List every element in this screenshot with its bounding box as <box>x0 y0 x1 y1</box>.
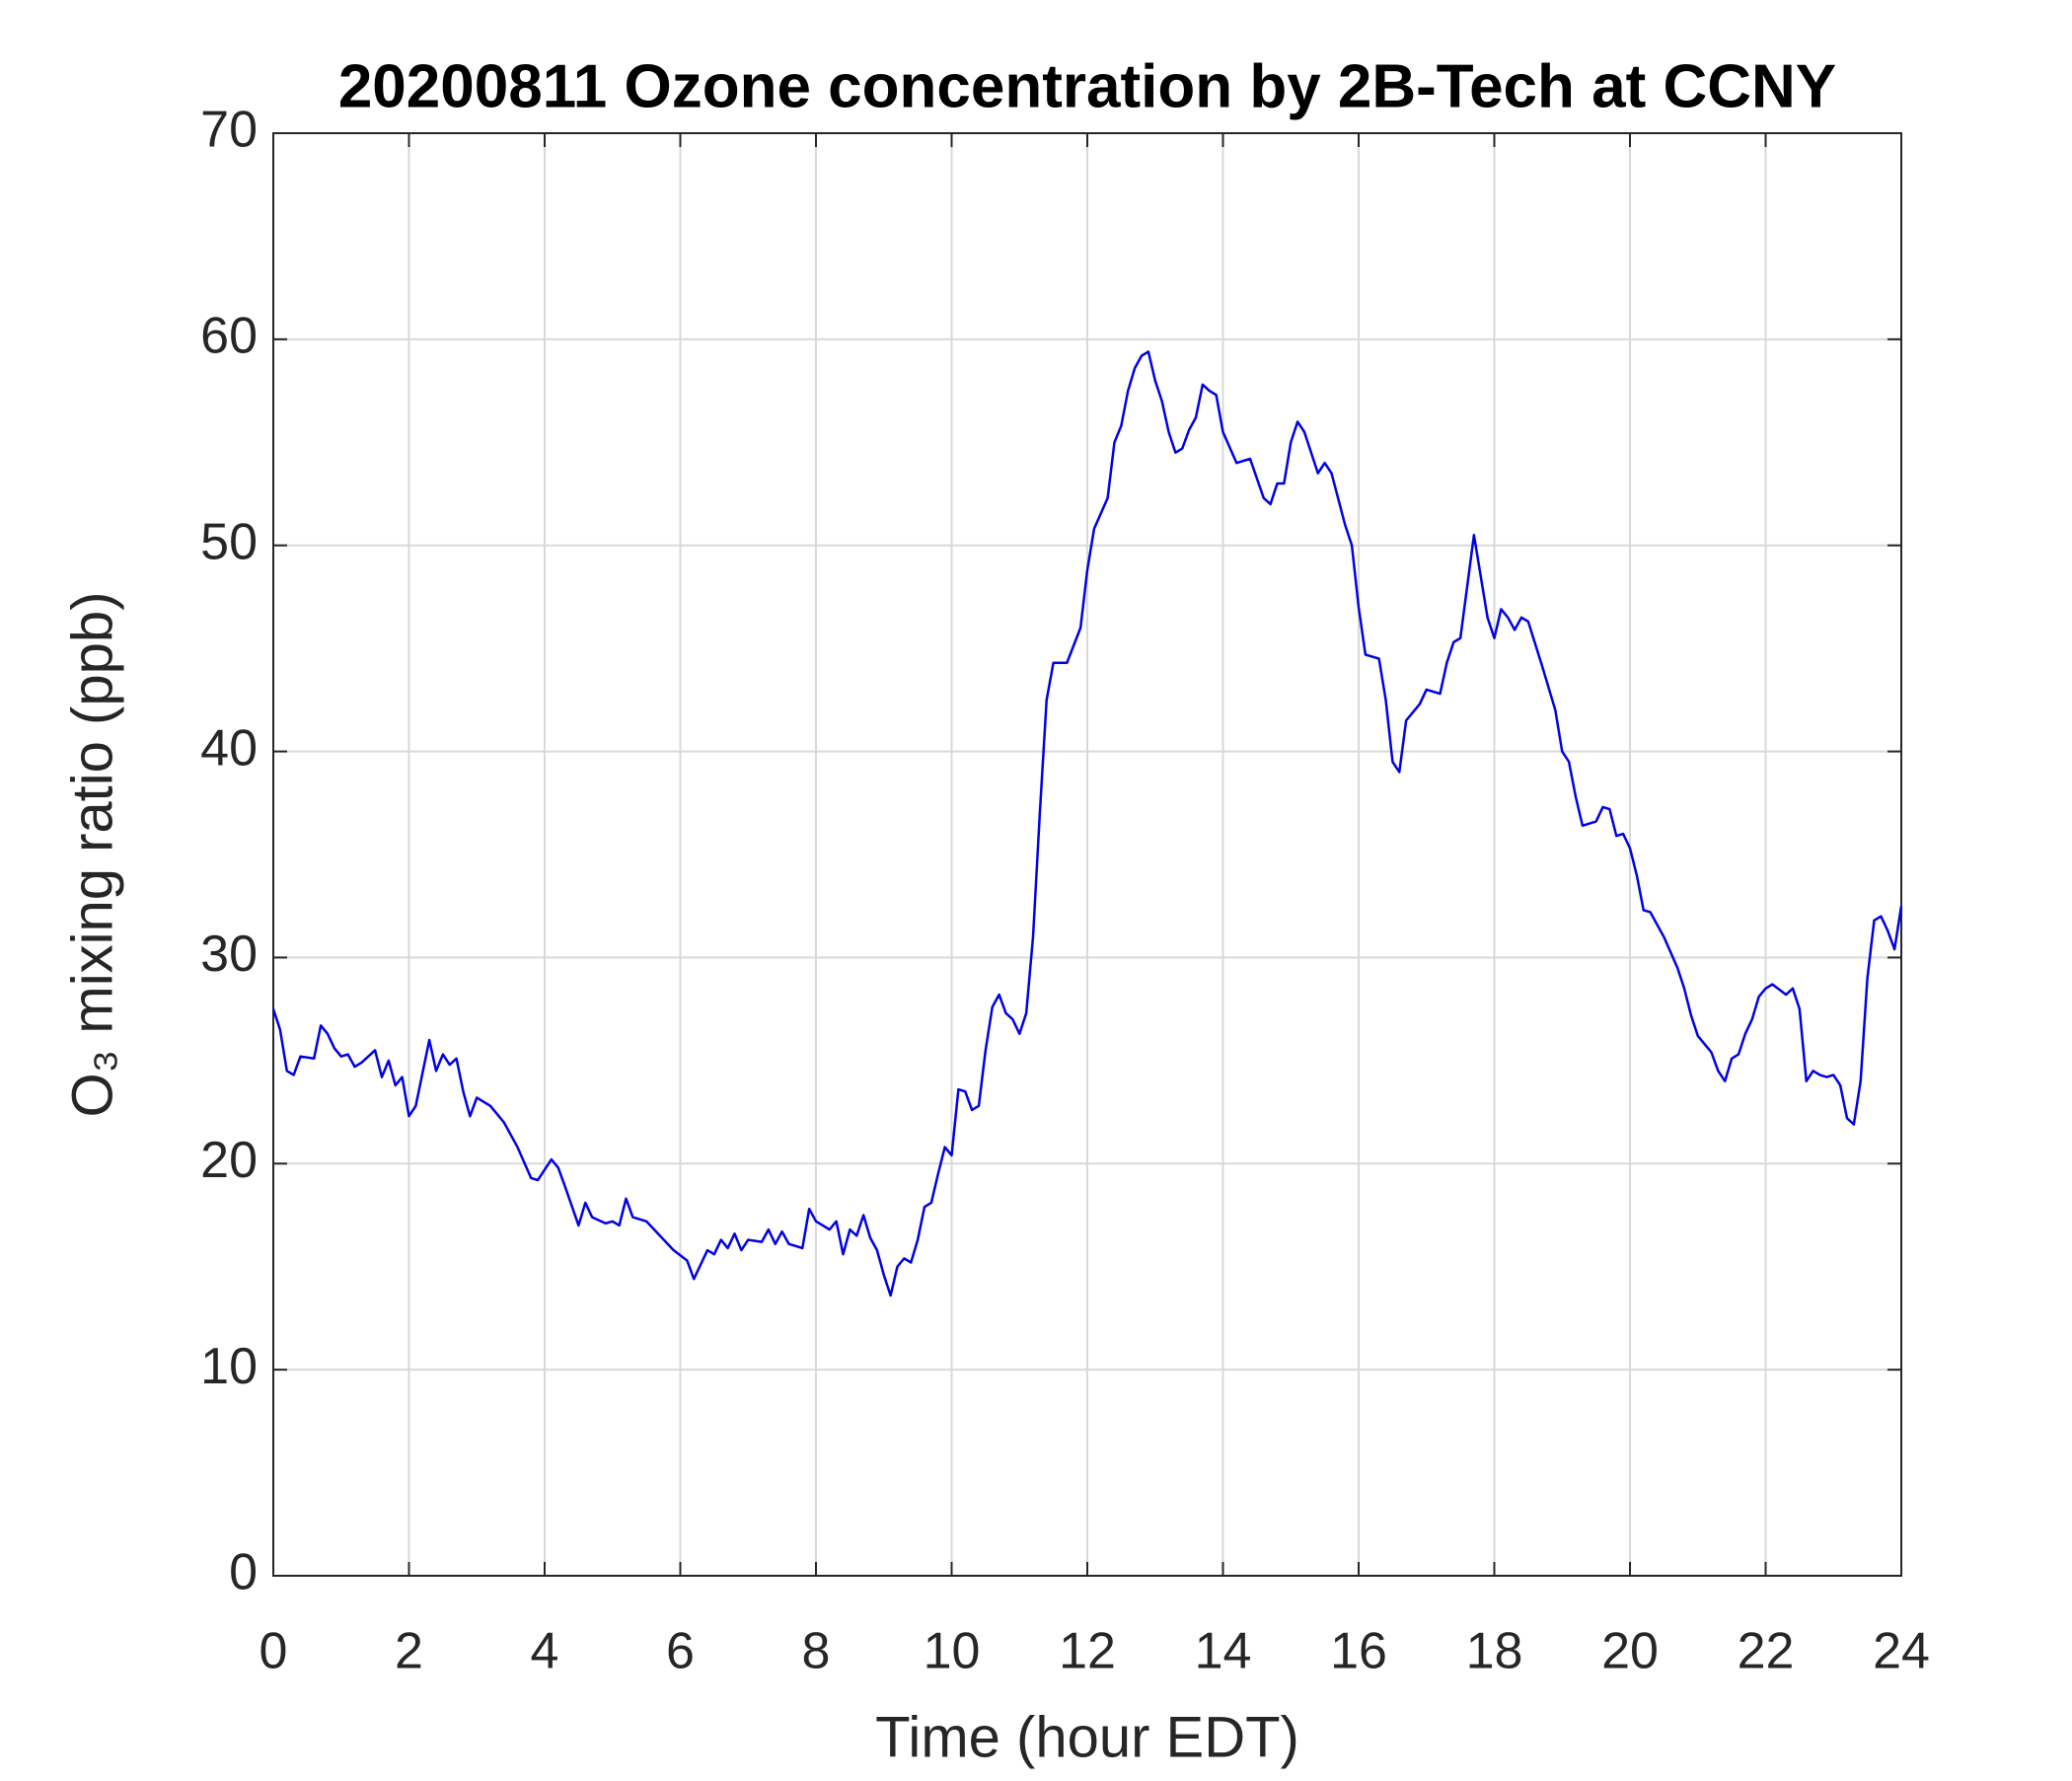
x-tick-label: 12 <box>1059 1623 1116 1680</box>
x-tick-label: 6 <box>666 1623 695 1680</box>
x-tick-label: 18 <box>1466 1623 1523 1680</box>
y-tick-label: 0 <box>229 1544 258 1601</box>
x-tick-label: 16 <box>1330 1623 1387 1680</box>
x-tick-label: 14 <box>1195 1623 1252 1680</box>
y-tick-label: 20 <box>200 1132 258 1189</box>
x-tick-label: 10 <box>924 1623 981 1680</box>
y-tick-label: 60 <box>200 308 258 365</box>
x-tick-label: 2 <box>395 1623 423 1680</box>
x-tick-label: 0 <box>259 1623 288 1680</box>
y-tick-label: 70 <box>200 102 258 159</box>
plot-frame <box>272 132 1902 1577</box>
chart-title: 20200811 Ozone concentration by 2B-Tech … <box>338 52 1836 120</box>
y-axis-label: O₃ mixing ratio (ppb) <box>60 592 124 1118</box>
data-line <box>271 350 1903 1298</box>
y-tick-label: 30 <box>200 926 258 983</box>
y-tick-label: 50 <box>200 513 258 570</box>
x-axis-label: Time (hour EDT) <box>875 1705 1299 1769</box>
y-tick-label: 10 <box>200 1338 258 1395</box>
x-tick-label: 24 <box>1873 1623 1930 1680</box>
x-tick-label: 20 <box>1601 1623 1659 1680</box>
x-tick-label: 4 <box>531 1623 559 1680</box>
x-tick-label: 8 <box>802 1623 831 1680</box>
x-tick-label: 22 <box>1738 1623 1795 1680</box>
y-tick-label: 40 <box>200 719 258 777</box>
